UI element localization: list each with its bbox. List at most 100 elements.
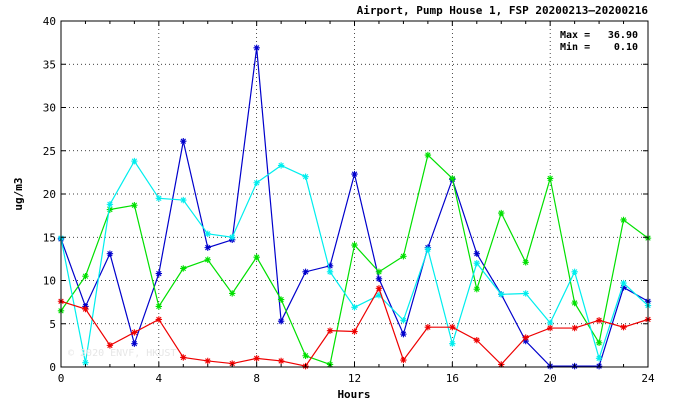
- x-tick-label: 20: [544, 372, 557, 385]
- y-tick-label: 10: [43, 275, 56, 288]
- data-point: [620, 216, 627, 224]
- data-point: [155, 316, 163, 323]
- x-tick-label: 24: [641, 372, 655, 385]
- data-point: [229, 360, 236, 367]
- data-point: [351, 170, 358, 178]
- grid: [61, 21, 648, 367]
- data-point: [302, 173, 309, 180]
- data-point: [82, 272, 89, 280]
- data-point: [375, 268, 383, 276]
- series-line: [60, 47, 649, 367]
- data-point: [326, 327, 334, 334]
- data-point: [620, 324, 627, 331]
- data-point: [180, 354, 187, 361]
- data-point: [498, 291, 505, 298]
- data-point: [546, 324, 554, 332]
- y-tick-label: 20: [43, 188, 56, 201]
- data-point: [277, 357, 285, 365]
- data-point: [131, 157, 138, 165]
- data-point: [204, 357, 211, 365]
- y-tick-label: 5: [49, 318, 56, 331]
- x-tick-label: 16: [446, 372, 459, 385]
- data-point: [424, 324, 432, 331]
- data-point: [449, 340, 456, 347]
- data-point: [253, 253, 260, 261]
- data-point: [155, 303, 163, 310]
- x-axis-title: Hours: [337, 388, 370, 401]
- x-tick-label: 12: [348, 372, 361, 385]
- data-point: [595, 355, 603, 362]
- data-point: [82, 305, 89, 313]
- data-point: [400, 356, 407, 364]
- data-point: [620, 284, 627, 291]
- data-point: [106, 201, 114, 208]
- data-point: [620, 279, 627, 287]
- max-label: Max =: [560, 30, 590, 41]
- data-point: [375, 275, 383, 282]
- data-point: [522, 290, 529, 297]
- data-point: [253, 44, 260, 52]
- data-point: [253, 355, 260, 362]
- data-point: [229, 234, 236, 241]
- data-point: [449, 175, 456, 182]
- data-point: [180, 265, 187, 272]
- x-tick-label: 8: [253, 372, 260, 385]
- data-point: [204, 230, 211, 237]
- min-value: 0.10: [614, 42, 638, 53]
- data-point: [522, 337, 529, 345]
- data-point: [326, 268, 334, 276]
- y-tick-label: 40: [43, 15, 56, 28]
- max-value: 36.90: [608, 30, 638, 41]
- data-point: [571, 299, 578, 307]
- series-3: [57, 157, 652, 366]
- data-point: [302, 352, 309, 359]
- data-point: [131, 202, 138, 209]
- data-point: [106, 206, 114, 213]
- data-point: [131, 329, 138, 336]
- data-point: [400, 330, 407, 338]
- data-point: [204, 256, 211, 263]
- data-point: [155, 195, 163, 202]
- ticks: 0 5 10 15 20 25 30 35 40 0 4 8 12 16 20 24: [43, 15, 655, 385]
- data-point: [498, 209, 505, 217]
- data-point: [449, 324, 456, 331]
- y-tick-label: 0: [49, 361, 56, 374]
- data-point: [106, 250, 114, 257]
- data-point: [546, 319, 554, 327]
- watermark: © 2020 ENVF, HKUST: [68, 348, 176, 359]
- data-point: [473, 336, 480, 344]
- data-point: [571, 268, 578, 276]
- data-point: [424, 246, 432, 253]
- data-point: [131, 340, 138, 347]
- data-point: [571, 324, 578, 332]
- data-point: [277, 162, 285, 169]
- data-point: [302, 268, 309, 276]
- data-point: [400, 253, 407, 260]
- data-point: [326, 262, 334, 269]
- y-tick-label: 30: [43, 102, 56, 115]
- data-point: [180, 138, 187, 145]
- data-point: [522, 259, 529, 266]
- data-point: [204, 244, 211, 251]
- data-point: [253, 179, 260, 186]
- data-point: [473, 260, 480, 267]
- data-point: [473, 250, 480, 257]
- y-tick-label: 35: [43, 58, 56, 71]
- data-point: [595, 317, 603, 324]
- data-point: [375, 285, 383, 292]
- data-point: [180, 196, 187, 204]
- data-point: [424, 151, 432, 159]
- x-tick-label: 0: [58, 372, 65, 385]
- data-point: [155, 270, 163, 277]
- min-label: Min =: [560, 41, 590, 53]
- data-point: [400, 317, 407, 324]
- y-tick-label: 15: [43, 231, 56, 244]
- y-axis-title: ug/m3: [12, 177, 25, 210]
- data-point: [473, 285, 480, 293]
- data-point: [546, 175, 554, 182]
- x-tick-label: 4: [156, 372, 163, 385]
- stats-box: Max = 36.90 Min = 0.10: [560, 30, 638, 53]
- data-point: [351, 304, 358, 311]
